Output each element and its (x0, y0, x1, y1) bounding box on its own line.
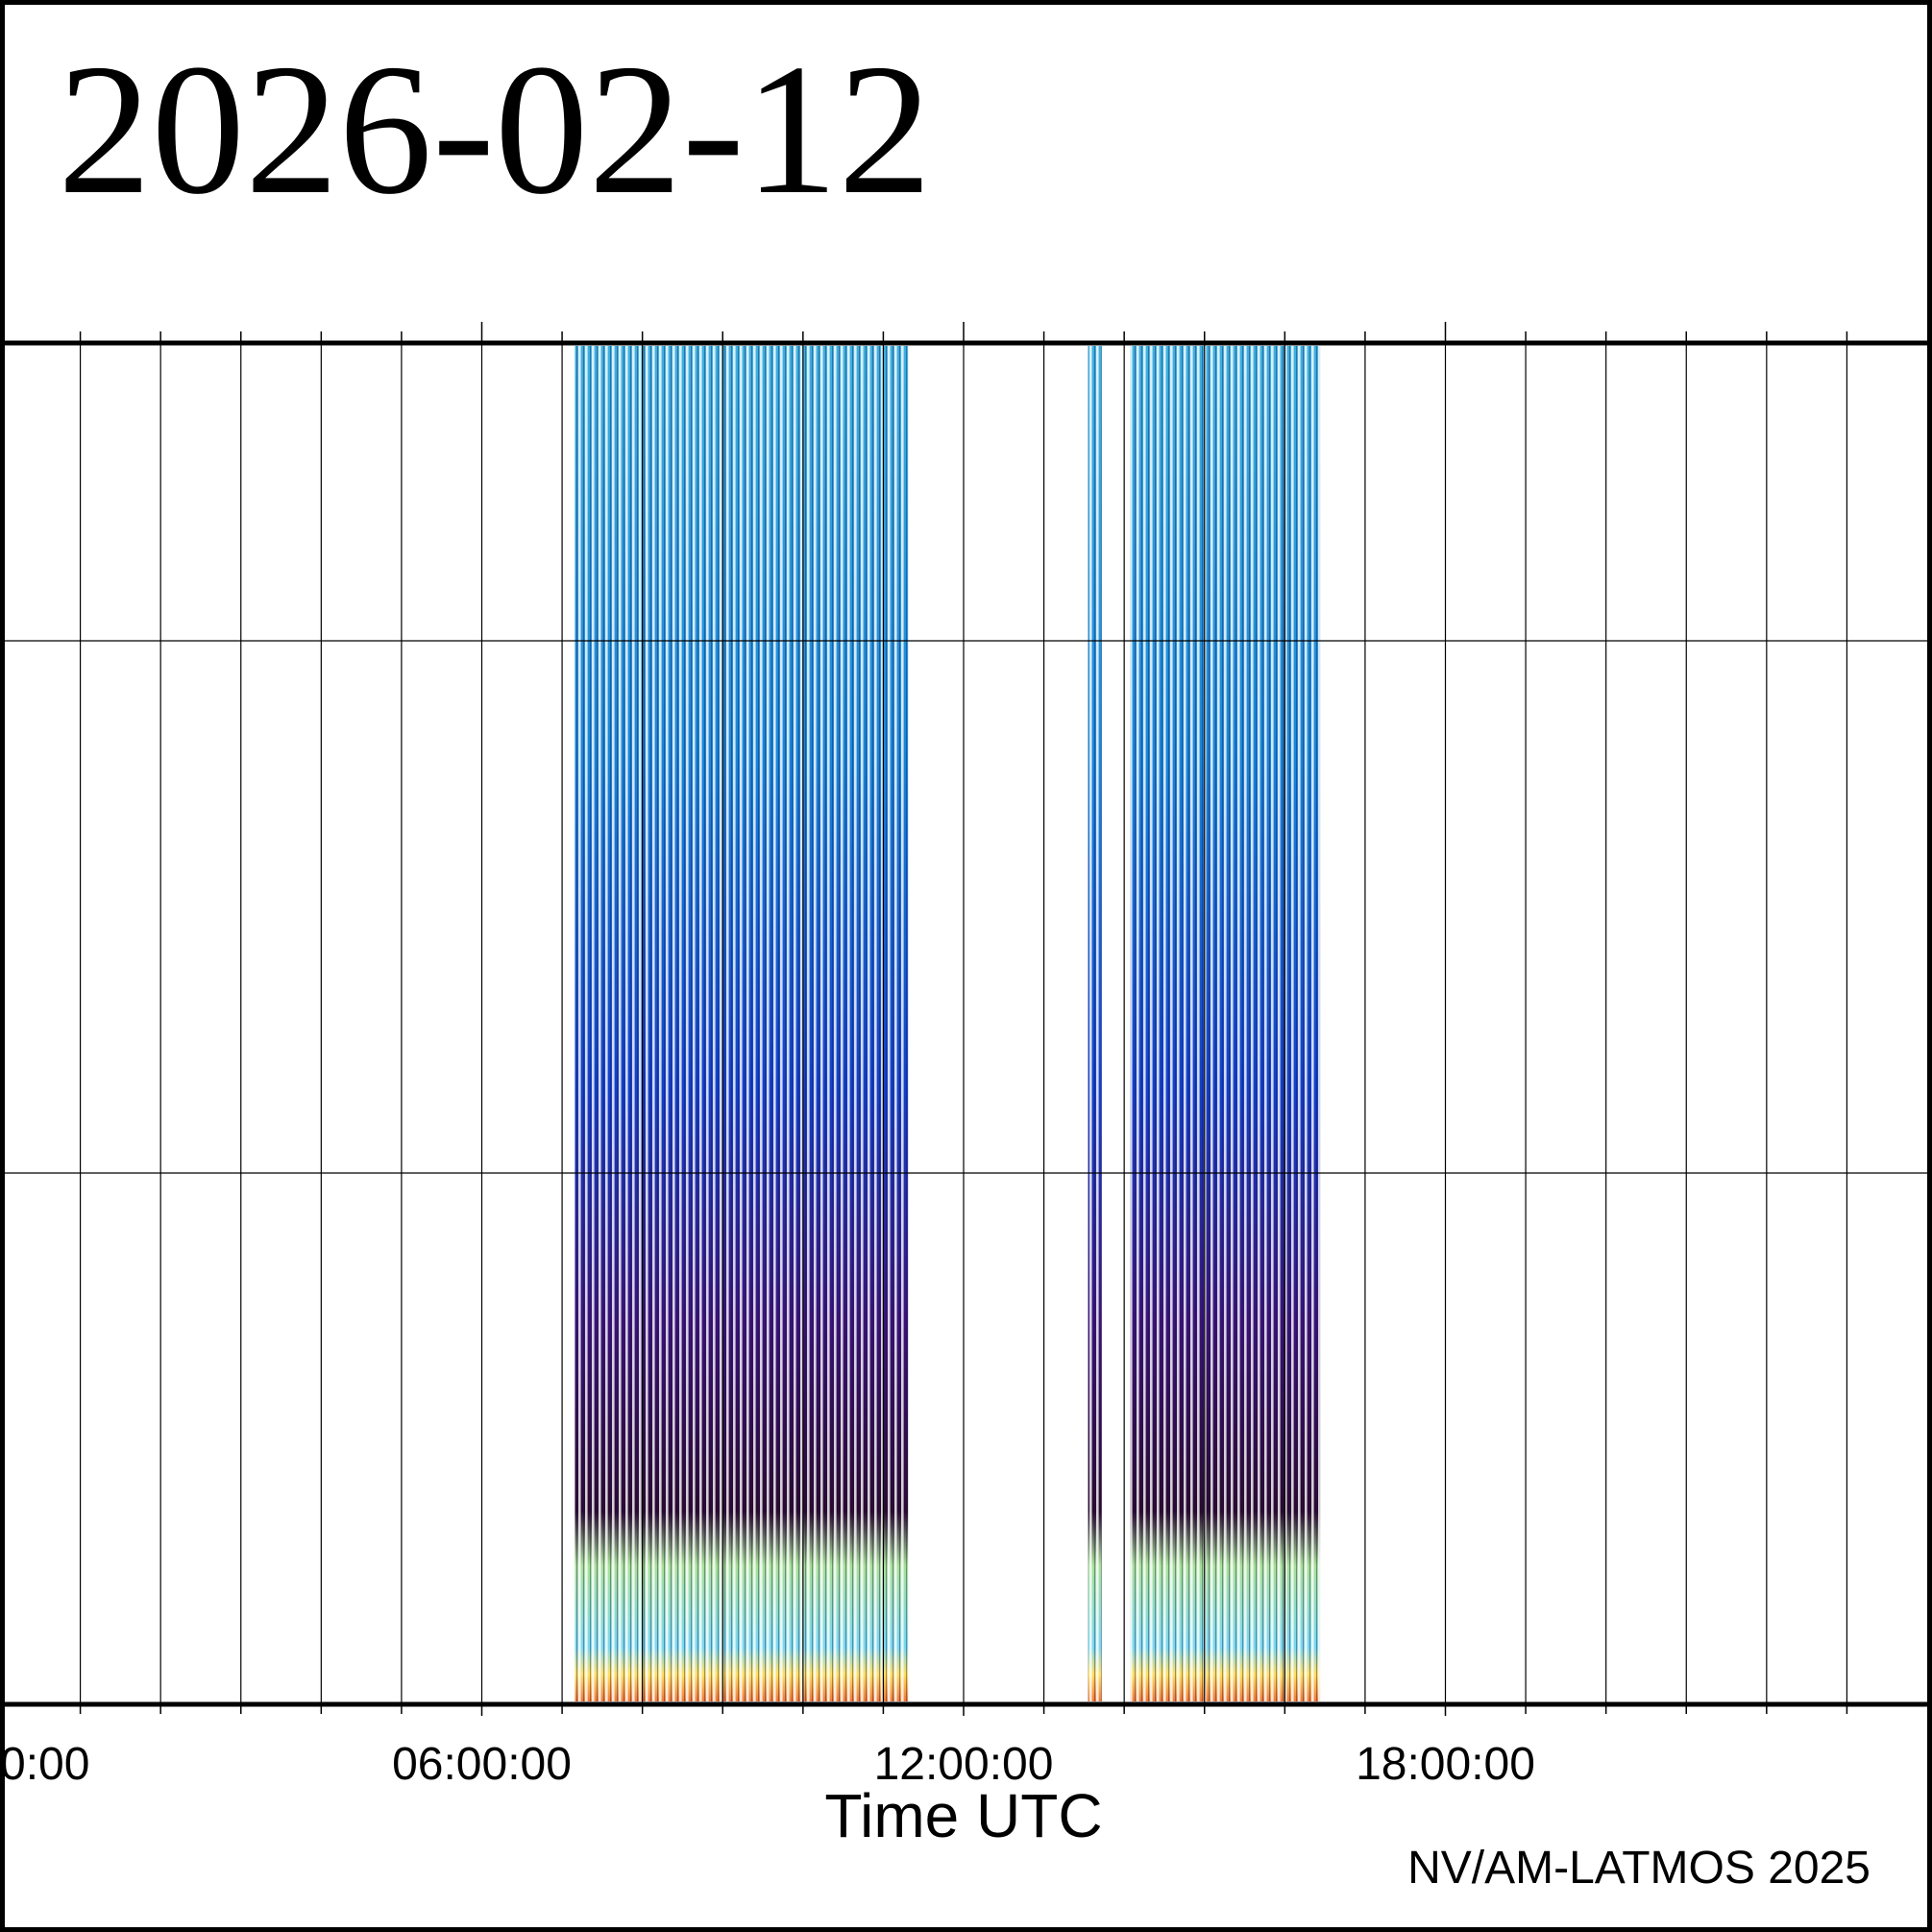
x-tick-label: 06:00:00 (392, 1739, 572, 1790)
spectrum-gaps (1130, 346, 1321, 1701)
plot-area (575, 346, 1321, 1701)
chart-title: 2026-02-12 (58, 26, 932, 233)
x-axis-title: Time UTC (824, 1781, 1102, 1850)
x-tick-label: 00:00:00 (0, 1739, 89, 1790)
x-tick-label: 12:00:00 (874, 1739, 1054, 1790)
x-tick-label: 18:00:00 (1356, 1739, 1535, 1790)
spectrum-gaps (1088, 346, 1102, 1701)
spectrum-gaps (575, 346, 909, 1701)
credit: NV/AM-LATMOS 2025 (1407, 1843, 1871, 1894)
